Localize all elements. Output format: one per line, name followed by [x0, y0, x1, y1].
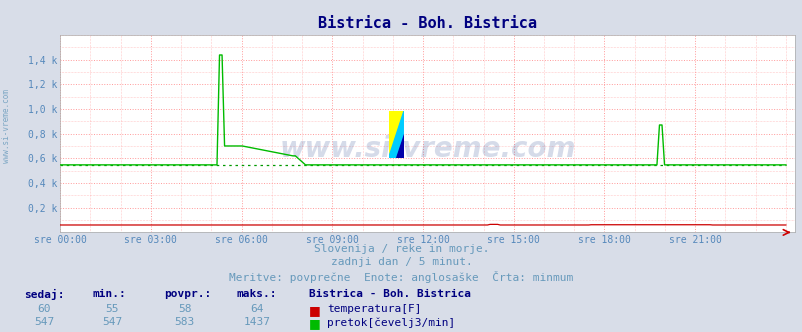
Polygon shape [388, 111, 403, 158]
Text: pretok[čevelj3/min]: pretok[čevelj3/min] [326, 317, 455, 328]
Text: 55: 55 [106, 304, 119, 314]
Text: 58: 58 [178, 304, 191, 314]
Polygon shape [396, 134, 403, 158]
Text: www.si-vreme.com: www.si-vreme.com [2, 89, 11, 163]
Text: 64: 64 [250, 304, 263, 314]
Text: povpr.:: povpr.: [164, 289, 212, 299]
Title: Bistrica - Boh. Bistrica: Bistrica - Boh. Bistrica [318, 16, 537, 31]
Text: www.si-vreme.com: www.si-vreme.com [279, 135, 575, 163]
Text: temperatura[F]: temperatura[F] [326, 304, 421, 314]
Text: sedaj:: sedaj: [24, 289, 64, 300]
Text: min.:: min.: [92, 289, 126, 299]
Text: 547: 547 [34, 317, 55, 327]
Text: 1437: 1437 [243, 317, 270, 327]
Text: ■: ■ [309, 317, 321, 330]
Text: 60: 60 [38, 304, 51, 314]
Text: 583: 583 [174, 317, 195, 327]
Text: maks.:: maks.: [237, 289, 277, 299]
Polygon shape [388, 111, 403, 158]
Text: Bistrica - Boh. Bistrica: Bistrica - Boh. Bistrica [309, 289, 471, 299]
Text: zadnji dan / 5 minut.: zadnji dan / 5 minut. [330, 257, 472, 267]
Text: ■: ■ [309, 304, 321, 317]
Text: Slovenija / reke in morje.: Slovenija / reke in morje. [314, 244, 488, 254]
Text: 547: 547 [102, 317, 123, 327]
Text: Meritve: povprečne  Enote: anglosaške  Črta: minmum: Meritve: povprečne Enote: anglosaške Črt… [229, 271, 573, 283]
